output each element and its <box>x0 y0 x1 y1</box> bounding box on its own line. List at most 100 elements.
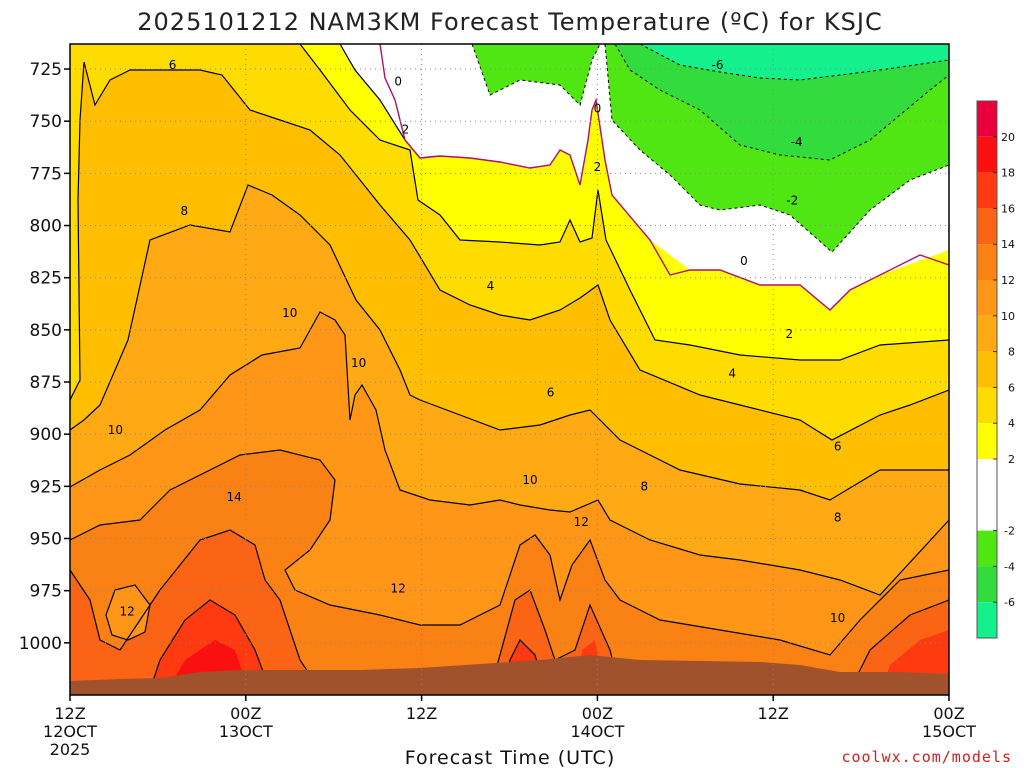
colorbar-tick-label: 8 <box>1008 346 1015 359</box>
contour-label: 2 <box>785 327 793 341</box>
contour-label: 12 <box>119 605 134 619</box>
contour-label: 12 <box>574 515 589 529</box>
contour-label: 2 <box>402 123 410 137</box>
contour-label: 2 <box>594 160 602 174</box>
contour-label: 4 <box>487 279 495 293</box>
colorbar-bin <box>977 244 997 280</box>
y-tick-label: 750 <box>30 112 62 132</box>
dashed-contours <box>471 44 949 253</box>
colorbar-tick-label: 4 <box>1008 417 1015 430</box>
grid <box>70 44 949 695</box>
colorbar-bin <box>977 315 997 352</box>
colorbar-tick-label: 20 <box>1001 131 1015 144</box>
plot-area <box>70 44 949 695</box>
colorbar-bin <box>977 423 997 459</box>
contour-12-island <box>105 584 151 641</box>
contour-labels: 6 0 0 -6 2 -4 2 -2 8 0 4 10 2 10 4 6 10 6 10 8 14 12 8 12 12 10 <box>108 58 846 625</box>
contour-neg4 <box>614 44 949 161</box>
y-tick-label: 850 <box>30 321 62 341</box>
contour-12 <box>70 449 949 656</box>
y-tick-label: 975 <box>30 582 62 602</box>
ground-terrain <box>70 655 949 695</box>
colorbar-tick-label: 18 <box>1001 167 1015 180</box>
colorbar-bin <box>977 208 997 245</box>
contour-16 <box>149 599 271 691</box>
contour-0-left <box>379 44 613 196</box>
x-tick-label: 12Z <box>406 704 437 723</box>
band-12-14-island <box>106 585 150 640</box>
contour-label: 12 <box>391 582 406 596</box>
contour-0-right <box>611 194 949 311</box>
contour-label: 8 <box>180 204 188 218</box>
contour-10 <box>70 311 949 596</box>
x-tick-label: 12Z <box>758 704 789 723</box>
band-neg6-neg4 <box>615 44 949 160</box>
colorbar-bin <box>977 351 997 388</box>
x-tick-label: 15OCT <box>922 722 976 741</box>
colorbar-tick-label: 6 <box>1008 381 1015 394</box>
x-tick-label: 12Z <box>54 704 85 723</box>
colorbar: 20 18 16 14 12 10 8 6 4 2 -2 -4 -6 <box>976 100 1015 639</box>
contour-label: 0 <box>740 254 748 268</box>
y-tick-label: 1000 <box>19 634 62 654</box>
band-neg4-neg2 <box>472 44 600 105</box>
contour-neg2 <box>471 44 601 106</box>
colorbar-bin <box>977 566 997 603</box>
x-tick-label: 2025 <box>50 740 91 759</box>
x-tick-label: 00Z <box>582 704 613 723</box>
y-tick-label: 775 <box>30 164 62 184</box>
contour-neg2-b <box>604 44 949 253</box>
contour-label: 6 <box>834 440 842 454</box>
contour-label: 10 <box>108 423 123 437</box>
contour-label: 0 <box>394 75 402 89</box>
contour-label: -4 <box>791 135 803 149</box>
colorbar-tick-label: 10 <box>1001 310 1015 323</box>
x-tick-label: 14OCT <box>570 722 624 741</box>
x-tick-label: 00Z <box>933 704 964 723</box>
colorbar-tick-label: -2 <box>1004 525 1015 538</box>
contour-14-b <box>489 589 621 691</box>
colorbar-tick-label: 14 <box>1001 238 1015 251</box>
colorbar-tick-label: -4 <box>1004 560 1015 573</box>
y-tick-label: 875 <box>30 373 62 393</box>
contour-label: 4 <box>728 367 736 381</box>
colorbar-bin <box>977 101 997 137</box>
colorbar-bin <box>977 280 997 316</box>
y-tick-label: 925 <box>30 477 62 497</box>
y-tick-label: 800 <box>30 217 62 237</box>
y-tick-label: 900 <box>30 425 62 445</box>
plot-frame <box>69 43 950 696</box>
chart-title: 2025101212 NAM3KM Forecast Temperature (… <box>137 8 882 36</box>
colorbar-bin <box>977 459 997 531</box>
contour-label: 10 <box>351 356 366 370</box>
colorbar-bin <box>977 172 997 209</box>
colorbar-bin <box>977 387 997 424</box>
contour-label: 14 <box>226 490 241 504</box>
colorbar-bin <box>977 602 997 638</box>
contour-4 <box>299 44 949 361</box>
contour-neg6 <box>639 44 949 81</box>
colorbar-tick-label: 2 <box>1008 453 1015 466</box>
colorbar-frame <box>976 100 998 639</box>
contour-6 <box>70 61 949 441</box>
colorbar-tick-label: 16 <box>1001 202 1015 215</box>
freezing-contour <box>379 44 949 311</box>
contour-label: 6 <box>547 385 555 399</box>
contour-label: -6 <box>712 58 724 72</box>
contour-label: -2 <box>786 193 798 207</box>
colorbar-tick-label: 12 <box>1001 274 1015 287</box>
contour-lines <box>70 44 949 691</box>
contour-label: 0 <box>594 102 602 116</box>
band-neg8-neg6 <box>640 44 949 80</box>
contour-16-c <box>849 599 949 691</box>
y-tick-label: 825 <box>30 269 62 289</box>
colorbar-bin <box>977 530 997 567</box>
x-tick-label: 00Z <box>230 704 261 723</box>
colorbar-tick-label: -6 <box>1004 596 1015 609</box>
y-tick-label: 725 <box>30 60 62 80</box>
contour-label: 8 <box>834 511 842 525</box>
contour-14 <box>70 529 321 691</box>
credit-text: coolwx.com/models <box>841 748 1012 766</box>
